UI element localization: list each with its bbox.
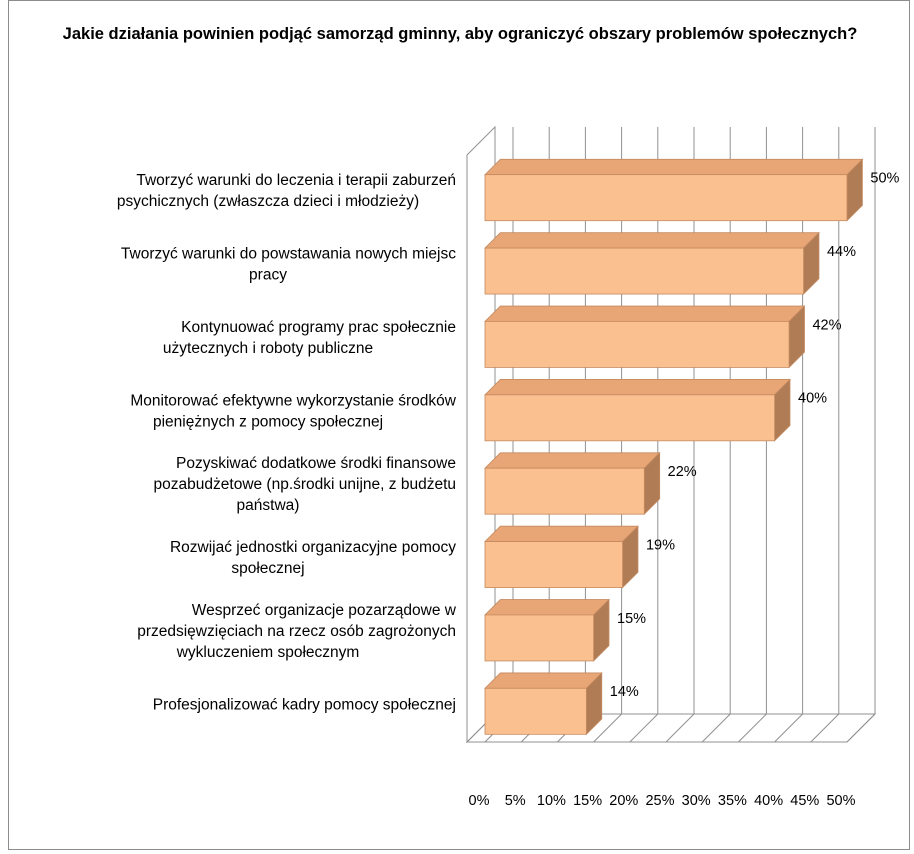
x-tick-label: 10% bbox=[537, 793, 566, 809]
bar bbox=[484, 451, 661, 516]
x-tick-label: 25% bbox=[645, 793, 674, 809]
bar-top-face bbox=[484, 525, 639, 542]
floor-tick bbox=[629, 713, 659, 743]
x-tick-label: 15% bbox=[573, 793, 602, 809]
bar bbox=[484, 158, 864, 222]
floor-tick bbox=[701, 713, 731, 743]
bar-front-face bbox=[484, 247, 804, 295]
bar-top-face bbox=[484, 599, 610, 616]
bar bbox=[484, 598, 610, 662]
bar-top-face bbox=[484, 232, 820, 249]
x-tick-label: 5% bbox=[505, 793, 526, 809]
category-label: Pozyskiwać dodatkowe środki finansowe poz… bbox=[154, 455, 456, 514]
bar-top-face bbox=[484, 452, 661, 469]
bar bbox=[484, 305, 806, 369]
bar-front-face bbox=[484, 321, 790, 368]
data-label: 50% bbox=[870, 171, 899, 187]
floor-tick bbox=[593, 713, 622, 743]
category-label: Wesprzeć organizacje pozarządowe w przeds… bbox=[137, 602, 457, 661]
x-tick-label: 0% bbox=[469, 793, 490, 809]
x-tick-label: 35% bbox=[718, 793, 747, 809]
bar bbox=[484, 378, 791, 442]
bar bbox=[484, 671, 603, 736]
data-label: 44% bbox=[827, 244, 856, 260]
category-label: Tworzyć warunki do powstawania nowych mi… bbox=[121, 246, 456, 284]
bar-front-face bbox=[484, 467, 645, 515]
category-label: Tworzyć warunki do leczenia i terapii za… bbox=[117, 172, 456, 210]
labels-layer: 50% Tworzyć warunki do leczenia i terapii… bbox=[117, 171, 900, 714]
bar bbox=[484, 231, 820, 296]
category-label: Monitorować efektywne wykorzystanie środ… bbox=[130, 392, 456, 430]
x-tick-label: 50% bbox=[826, 793, 855, 809]
bar-front-face bbox=[484, 541, 623, 588]
category-label: Profesjonalizować kadry pomocy społeczne… bbox=[153, 696, 456, 713]
floor-tick bbox=[846, 713, 876, 743]
bar-front-face bbox=[484, 614, 594, 662]
x-tick-label: 45% bbox=[790, 793, 819, 809]
floor-tick bbox=[738, 713, 767, 743]
ticks-layer: 0% 5% 10% 15% 20% 25% 30% 35% 40% 45% 50% bbox=[469, 793, 856, 809]
bar-top-face bbox=[484, 379, 791, 396]
floor-tick bbox=[774, 713, 803, 743]
floor-tick bbox=[810, 713, 840, 743]
bar bbox=[484, 525, 639, 589]
data-label: 15% bbox=[617, 611, 646, 627]
category-label: Rozwijać jednostki organizacyjne pomocy s… bbox=[170, 539, 456, 577]
chart-title: Jakie działania powinien podjąć samorząd… bbox=[62, 25, 858, 43]
bar-top-face bbox=[484, 305, 806, 322]
category-label: Kontynuować programy prac społecznie użyt… bbox=[163, 319, 456, 357]
data-label: 19% bbox=[646, 537, 675, 553]
bar-front-face bbox=[484, 394, 776, 442]
bars-layer bbox=[484, 158, 864, 736]
x-tick-label: 20% bbox=[609, 793, 638, 809]
x-tick-label: 40% bbox=[754, 793, 783, 809]
bar-front-face bbox=[484, 174, 848, 222]
data-label: 42% bbox=[812, 317, 841, 333]
data-label: 22% bbox=[668, 464, 697, 480]
bar-top-face bbox=[484, 158, 864, 176]
data-label: 40% bbox=[798, 391, 827, 407]
data-label: 14% bbox=[610, 684, 639, 700]
floor-tick bbox=[665, 713, 695, 743]
bar-top-face bbox=[484, 672, 603, 689]
x-tick-label: 30% bbox=[682, 793, 711, 809]
bar-front-face bbox=[484, 687, 587, 735]
